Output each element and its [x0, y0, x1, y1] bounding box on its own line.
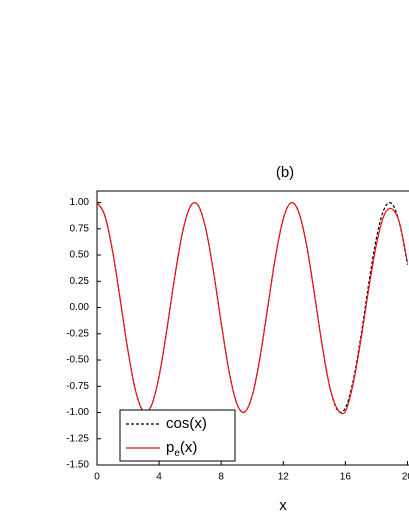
y-tick-label: -0.50: [66, 355, 89, 366]
x-tick-label: 20: [402, 472, 409, 483]
series-line: [96, 201, 409, 415]
legend-label: pe(x): [166, 439, 197, 459]
series-line: [96, 201, 409, 414]
legend-box: [119, 409, 236, 462]
y-tick-label: -0.25: [66, 328, 89, 339]
x-tick-label: 4: [156, 472, 162, 483]
y-tick-label: -0.75: [66, 381, 89, 392]
chart-title: (b): [276, 164, 294, 181]
x-tick-label: 8: [218, 472, 224, 483]
x-tick-label: 16: [340, 472, 352, 483]
x-tick-label: 0: [94, 472, 100, 483]
y-tick-label: 0.75: [70, 223, 90, 234]
y-tick-label: 0.00: [70, 302, 90, 313]
x-axis-label: x: [279, 497, 287, 514]
plot-frame: [96, 190, 409, 466]
x-tick-label: 12: [278, 472, 290, 483]
y-tick-label: -1.25: [66, 433, 89, 444]
y-tick-label: -1.00: [66, 407, 89, 418]
y-tick-label: 1.00: [70, 197, 90, 208]
y-tick-label: 0.25: [70, 276, 90, 287]
y-tick-label: -1.50: [66, 460, 89, 471]
legend-label: cos(x): [166, 415, 207, 432]
y-tick-label: 0.50: [70, 250, 90, 261]
